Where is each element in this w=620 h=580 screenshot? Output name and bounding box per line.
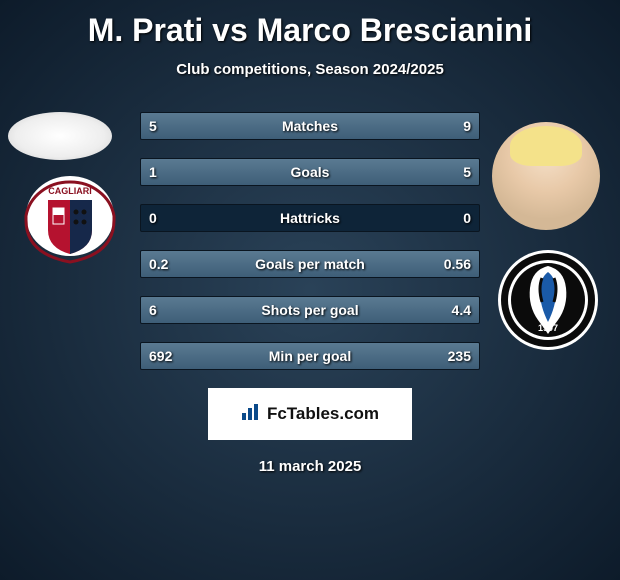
stats-container: 59Matches 15Goals 00Hattricks 0.20.56Goals …	[140, 112, 480, 370]
stat-row: 00Hattricks	[140, 204, 480, 232]
fctables-label: FcTables.com	[267, 404, 379, 424]
stat-row: 0.20.56Goals per match	[140, 250, 480, 278]
stat-label: Hattricks	[141, 205, 479, 231]
chart-icon	[241, 403, 261, 426]
stat-label: Goals	[141, 159, 479, 185]
date-text: 11 march 2025	[0, 458, 620, 475]
fctables-logo: FcTables.com	[208, 388, 412, 440]
subtitle: Club competitions, Season 2024/2025	[0, 61, 620, 78]
stat-row: 59Matches	[140, 112, 480, 140]
stat-row: 692235Min per goal	[140, 342, 480, 370]
stat-label: Min per goal	[141, 343, 479, 369]
stat-row: 64.4Shots per goal	[140, 296, 480, 324]
stat-label: Goals per match	[141, 251, 479, 277]
stat-label: Matches	[141, 113, 479, 139]
page-title: M. Prati vs Marco Brescianini	[0, 0, 620, 49]
stat-row: 15Goals	[140, 158, 480, 186]
stat-label: Shots per goal	[141, 297, 479, 323]
